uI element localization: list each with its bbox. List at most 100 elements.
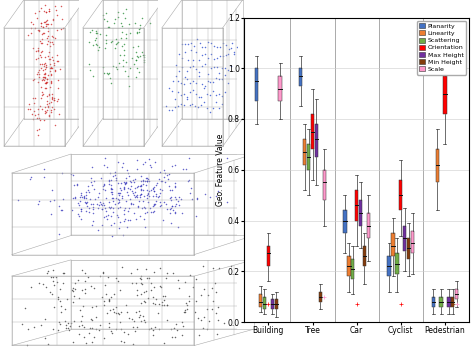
Point: [172, 196, 179, 202]
Point: [126, 217, 134, 223]
Point: [64, 325, 72, 330]
Point: [201, 83, 209, 89]
Point: [100, 16, 108, 22]
Point: [39, 76, 46, 82]
Point: [102, 196, 110, 201]
Point: [30, 108, 38, 114]
Point: [117, 181, 125, 186]
Point: [106, 24, 113, 30]
Point: [18, 321, 26, 326]
Point: [87, 202, 95, 207]
Point: [46, 43, 54, 49]
Point: [137, 291, 145, 297]
Point: [59, 270, 67, 276]
Point: [137, 183, 145, 189]
Point: [130, 210, 138, 215]
Point: [133, 292, 140, 298]
Point: [33, 71, 41, 77]
Point: [150, 270, 157, 275]
Point: [46, 69, 54, 74]
Point: [89, 206, 97, 212]
Point: [213, 331, 221, 337]
Point: [44, 268, 52, 274]
Point: [133, 166, 141, 172]
Point: [206, 92, 214, 98]
Point: [189, 101, 196, 106]
Point: [81, 195, 88, 200]
Point: [195, 57, 203, 63]
Point: [141, 300, 149, 305]
Legend: Planarity, Linearity, Scattering, Orientation, Max Height, Min Height, Scale: Planarity, Linearity, Scattering, Orient…: [417, 21, 466, 75]
Bar: [455, 289, 458, 299]
Point: [177, 196, 184, 202]
Point: [149, 186, 157, 192]
Point: [128, 201, 135, 207]
Point: [30, 76, 37, 81]
Point: [108, 191, 116, 197]
Point: [203, 91, 211, 96]
Point: [82, 286, 89, 292]
Point: [105, 324, 113, 330]
Point: [140, 59, 147, 65]
Point: [174, 78, 182, 84]
Point: [145, 193, 153, 199]
Point: [119, 160, 127, 166]
Point: [172, 74, 179, 79]
Point: [138, 183, 146, 188]
Point: [119, 10, 127, 15]
Point: [46, 57, 54, 62]
Point: [195, 74, 202, 79]
Point: [119, 63, 127, 69]
Point: [98, 222, 106, 228]
Point: [35, 71, 42, 77]
Point: [31, 25, 39, 30]
Point: [127, 183, 134, 189]
Point: [178, 64, 185, 70]
Point: [110, 220, 118, 226]
Point: [85, 205, 92, 211]
Point: [130, 61, 137, 66]
Point: [147, 209, 155, 215]
Point: [141, 205, 149, 210]
Point: [140, 177, 147, 182]
Text: (a): (a): [32, 160, 46, 169]
Point: [224, 67, 232, 72]
Bar: [319, 292, 322, 302]
Point: [27, 19, 35, 25]
Point: [40, 19, 48, 25]
Point: [120, 340, 128, 345]
Point: [167, 326, 174, 331]
Point: [218, 101, 226, 107]
Point: [168, 107, 176, 113]
Point: [186, 103, 193, 108]
Bar: [367, 213, 370, 238]
Point: [27, 25, 35, 30]
Point: [105, 70, 113, 76]
Point: [134, 204, 142, 210]
Point: [167, 198, 175, 203]
Point: [111, 46, 119, 51]
Point: [142, 176, 150, 181]
Point: [37, 6, 45, 11]
Bar: [307, 144, 310, 170]
Point: [143, 192, 151, 198]
Point: [170, 326, 177, 331]
Point: [86, 67, 94, 73]
Point: [153, 198, 160, 204]
Point: [134, 43, 142, 49]
Point: [85, 189, 92, 194]
Point: [173, 201, 180, 206]
Point: [156, 199, 164, 204]
Point: [115, 197, 123, 203]
Point: [116, 190, 123, 196]
Point: [122, 175, 130, 181]
Point: [83, 203, 91, 208]
Point: [165, 171, 173, 177]
Point: [212, 193, 220, 199]
Point: [56, 321, 64, 327]
Point: [41, 54, 49, 60]
Point: [224, 199, 231, 205]
Point: [174, 277, 182, 283]
Point: [72, 194, 79, 200]
Point: [144, 295, 152, 300]
